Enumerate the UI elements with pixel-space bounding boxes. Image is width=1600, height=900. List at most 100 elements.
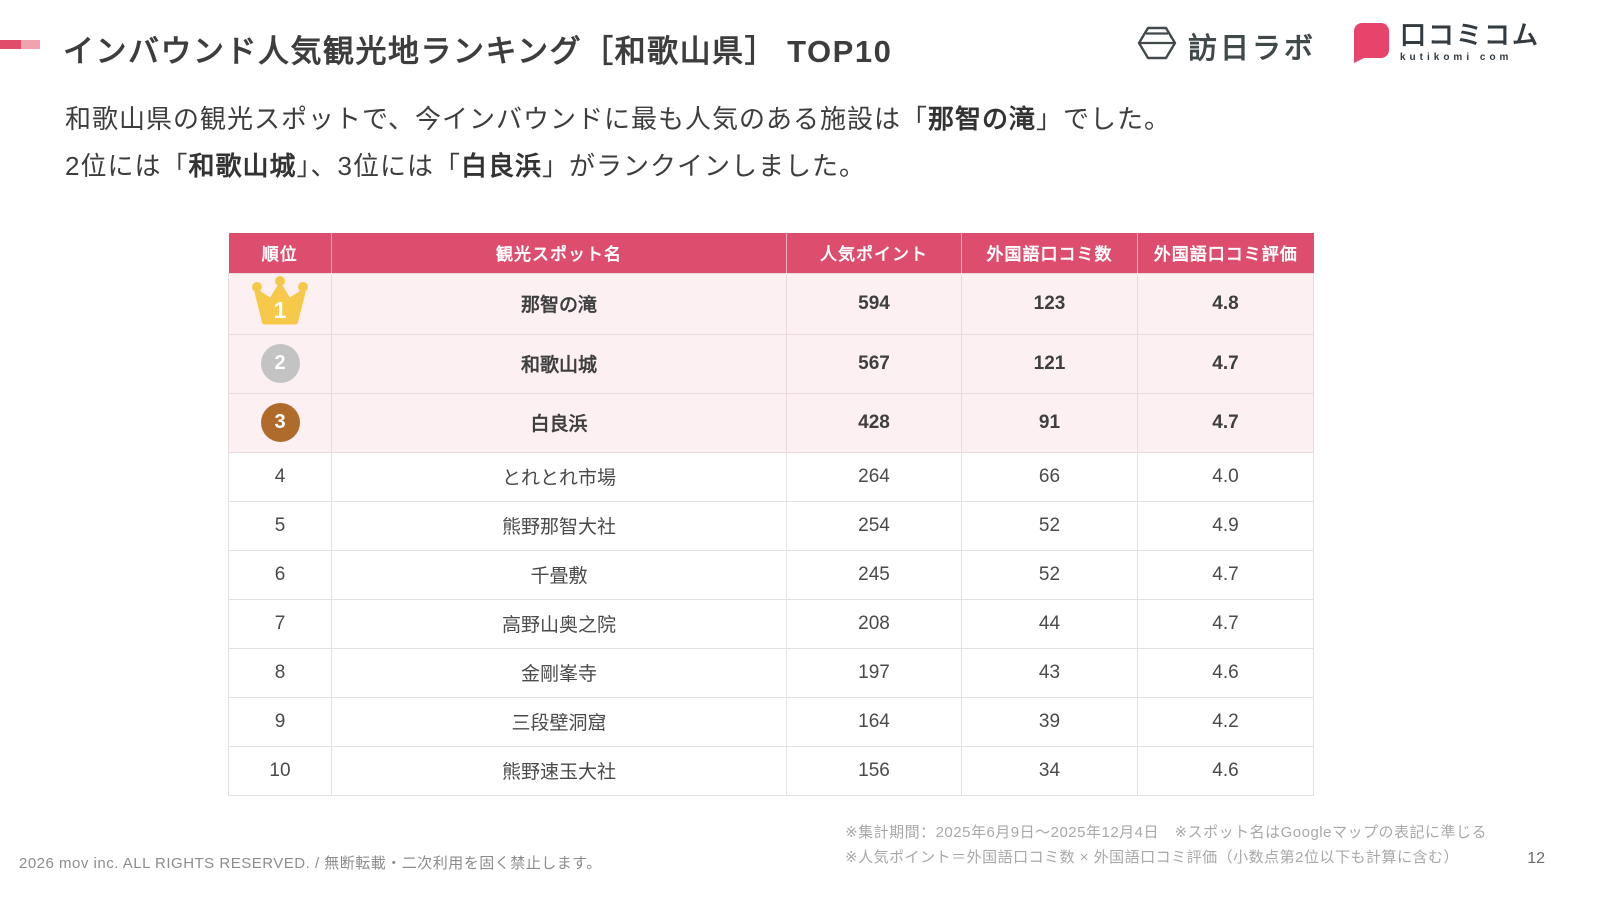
rank-number: 7 [274, 612, 286, 634]
spot-name: 千畳敷 [331, 549, 787, 600]
svg-text:1: 1 [274, 297, 287, 323]
crown-icon: 1 [249, 274, 311, 328]
rating: 4.7 [1137, 549, 1314, 600]
rank-number: 10 [269, 759, 291, 781]
review-count: 121 [961, 333, 1138, 394]
rank-number: 4 [274, 465, 286, 487]
review-count: 66 [961, 451, 1138, 502]
spot-name: 三段壁洞窟 [331, 696, 787, 747]
spot-name: 高野山奥之院 [331, 598, 787, 649]
rating: 4.8 [1137, 272, 1314, 335]
footnote-line1: ※集計期間：2025年6月9日～2025年12月4日 ※スポット名はGoogle… [845, 824, 1487, 841]
rank-cell: 3 [228, 392, 332, 453]
col-header-points: 人気ポイント [786, 233, 962, 273]
table-row: 1 那智の滝 594 123 4.8 [228, 272, 1314, 335]
title-deco-dark [0, 40, 21, 49]
rating: 4.7 [1137, 392, 1314, 453]
rating: 4.7 [1137, 333, 1314, 394]
table-header-row: 順位 観光スポット名 人気ポイント 外国語口コミ数 外国語口コミ評価 [228, 233, 1314, 273]
title-deco-light [21, 40, 40, 49]
points: 264 [786, 451, 962, 502]
ranking-table: 順位 観光スポット名 人気ポイント 外国語口コミ数 外国語口コミ評価 1 [228, 233, 1314, 796]
table-row: 5 熊野那智大社 254 52 4.9 [228, 500, 1314, 551]
points: 245 [786, 549, 962, 600]
spot-name: 金剛峯寺 [331, 647, 787, 698]
spot-name: 熊野速玉大社 [331, 745, 787, 796]
table-row: 4 とれとれ市場 264 66 4.0 [228, 451, 1314, 502]
rank-number: 9 [274, 710, 286, 732]
intro-bold-1: 那智の滝 [927, 104, 1036, 134]
intro-bold-2: 和歌山城 [188, 151, 297, 181]
intro-bold-3: 白良浜 [460, 151, 542, 181]
points: 156 [786, 745, 962, 796]
rating: 4.2 [1137, 696, 1314, 747]
footnotes: ※集計期間：2025年6月9日～2025年12月4日 ※スポット名はGoogle… [845, 820, 1487, 870]
rating: 4.6 [1137, 745, 1314, 796]
rank-number: 5 [274, 514, 286, 536]
rank-cell: 7 [228, 598, 332, 649]
review-count: 52 [961, 549, 1138, 600]
spot-name: 那智の滝 [331, 272, 787, 335]
table-row: 2 和歌山城 567 121 4.7 [228, 333, 1314, 394]
rank-badge-bronze: 3 [260, 403, 300, 442]
speech-bubble-icon [1352, 22, 1390, 69]
table-row: 6 千畳敷 245 52 4.7 [228, 549, 1314, 600]
spot-name: 熊野那智大社 [331, 500, 787, 551]
col-header-spot: 観光スポット名 [331, 233, 787, 273]
intro-line2: 2位には「 [65, 151, 189, 181]
rank-cell: 6 [228, 549, 332, 600]
footnote-line2: ※人気ポイント＝外国語口コミ数 × 外国語口コミ評価（小数点第2位以下も計算に含… [845, 849, 1460, 866]
table-row: 3 白良浜 428 91 4.7 [228, 392, 1314, 453]
spot-name: とれとれ市場 [331, 451, 787, 502]
kutikomi-logo-subtext: kutikomi com [1399, 52, 1513, 63]
rank-cell: 9 [228, 696, 332, 747]
review-count: 39 [961, 696, 1138, 747]
review-count: 34 [961, 745, 1138, 796]
kutikomi-logo: 口コミコム kutikomi com [1352, 22, 1540, 69]
intro-line1: 和歌山県の観光スポットで、今インバウンドに最も人気のある施設は「 [65, 104, 928, 134]
rating: 4.6 [1137, 647, 1314, 698]
table-row: 8 金剛峯寺 197 43 4.6 [228, 647, 1314, 698]
copyright-text: 2026 mov inc. ALL RIGHTS RESERVED. / 無断転… [19, 855, 602, 872]
review-count: 44 [961, 598, 1138, 649]
rank-cell: 1 [228, 272, 332, 335]
points: 428 [786, 392, 962, 453]
col-header-rank: 順位 [228, 233, 332, 273]
review-count: 43 [961, 647, 1138, 698]
rank-number: 6 [274, 563, 286, 585]
table-row: 10 熊野速玉大社 156 34 4.6 [228, 745, 1314, 796]
page-title: インバウンド人気観光地ランキング［和歌山県］ TOP10 [63, 34, 893, 69]
table-row: 9 三段壁洞窟 164 39 4.2 [228, 696, 1314, 747]
spot-name: 白良浜 [331, 392, 787, 453]
hexagon-icon [1136, 25, 1178, 66]
spot-name: 和歌山城 [331, 333, 787, 394]
review-count: 91 [961, 392, 1138, 453]
page-number: 12 [1527, 850, 1545, 867]
rank-number: 8 [274, 661, 286, 683]
points: 567 [786, 333, 962, 394]
rating: 4.0 [1137, 451, 1314, 502]
intro-text: 和歌山県の観光スポットで、今インバウンドに最も人気のある施設は「那智の滝」でした… [65, 104, 1171, 181]
title-decoration [0, 40, 40, 49]
review-count: 52 [961, 500, 1138, 551]
rating: 4.9 [1137, 500, 1314, 551]
col-header-rating: 外国語口コミ評価 [1137, 233, 1314, 273]
points: 254 [786, 500, 962, 551]
points: 208 [786, 598, 962, 649]
points: 594 [786, 272, 962, 335]
col-header-reviews: 外国語口コミ数 [961, 233, 1138, 273]
logos: 訪日ラボ 口コミコム kutikomi com [1136, 22, 1540, 69]
rating: 4.7 [1137, 598, 1314, 649]
kutikomi-logo-text: 口コミコム [1399, 20, 1540, 50]
honichi-lab-logo-text: 訪日ラボ [1187, 32, 1316, 65]
review-count: 123 [961, 272, 1138, 335]
points: 197 [786, 647, 962, 698]
rank-cell: 4 [228, 451, 332, 502]
table-row: 7 高野山奥之院 208 44 4.7 [228, 598, 1314, 649]
rank-cell: 8 [228, 647, 332, 698]
rank-badge-silver: 2 [260, 344, 300, 383]
rank-cell: 2 [228, 333, 332, 394]
points: 164 [786, 696, 962, 747]
honichi-lab-logo: 訪日ラボ [1136, 25, 1316, 67]
